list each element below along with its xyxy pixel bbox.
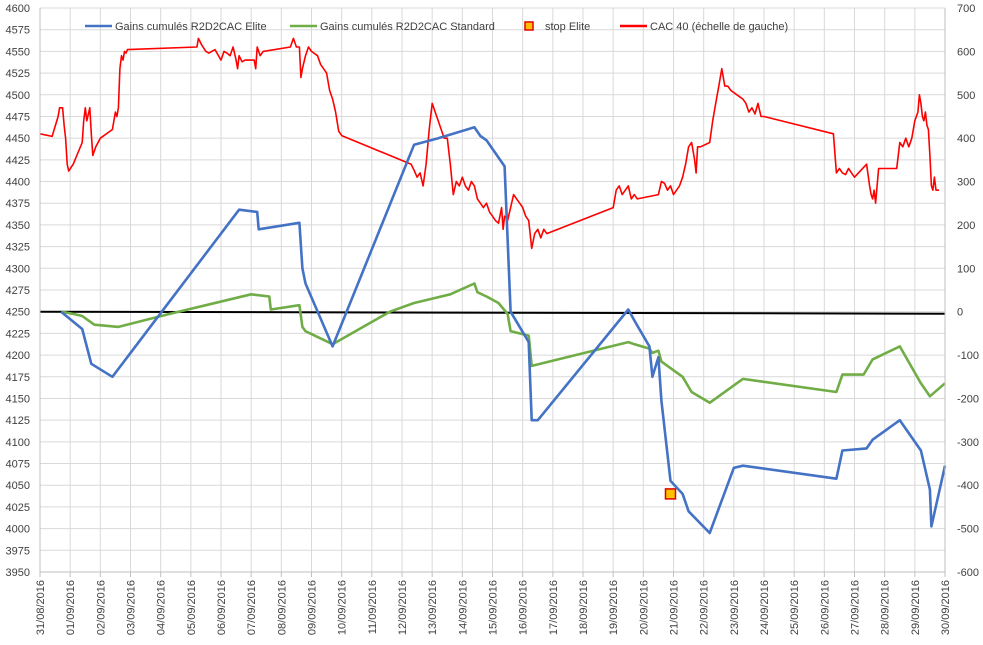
y-left-tick-label: 4000 [6, 524, 30, 536]
y-right-tick-label: -100 [957, 350, 979, 362]
x-tick-label: 29/09/2016 [910, 580, 922, 635]
y-left-tick-label: 4325 [6, 242, 30, 254]
y-right-tick-label: 600 [957, 46, 975, 58]
y-left-tick-label: 4200 [6, 350, 30, 362]
x-tick-label: 08/09/2016 [276, 580, 288, 635]
x-tick-label: 11/09/2016 [367, 580, 379, 634]
x-tick-label: 28/09/2016 [880, 580, 892, 635]
y-left-tick-label: 4375 [6, 198, 30, 210]
y-left-tick-label: 4500 [6, 90, 30, 102]
y-left-tick-label: 4025 [6, 502, 30, 514]
y-left-tick-label: 3975 [6, 545, 30, 557]
y-right-tick-label: -500 [957, 524, 979, 536]
x-tick-label: 25/09/2016 [789, 580, 801, 635]
y-right-tick-label: -400 [957, 480, 979, 492]
series-layer [39, 37, 947, 535]
x-tick-label: 21/09/2016 [669, 580, 681, 635]
legend: Gains cumulés R2D2CAC Elite Gains cumulés… [85, 21, 788, 33]
x-tick-label: 14/09/2016 [457, 580, 469, 635]
x-tick-label: 13/09/2016 [427, 580, 439, 635]
x-tick-label: 26/09/2016 [819, 580, 831, 635]
grid [39, 7, 946, 573]
y-right-tick-label: 300 [957, 177, 975, 189]
series-line-gains-cumul-s-r2d2cac-elite [60, 126, 947, 535]
x-tick-label: 15/09/2016 [488, 580, 500, 635]
x-tick-label: 06/09/2016 [216, 580, 228, 635]
x-tick-label: 22/09/2016 [699, 580, 711, 635]
x-tick-label: 12/09/2016 [397, 580, 409, 635]
y-left-tick-label: 4275 [6, 285, 30, 297]
y-left-tick-label: 4350 [6, 220, 30, 232]
y-right-tick-label: -300 [957, 437, 979, 449]
x-tick-label: 10/09/2016 [337, 580, 349, 635]
x-tick-label: 05/09/2016 [186, 580, 198, 635]
y-left-tick-label: 4575 [6, 25, 30, 37]
legend-label: Gains cumulés R2D2CAC Standard [320, 21, 495, 33]
series-line-gains-cumul-s-r2d2cac-standard [60, 282, 946, 405]
y-left-tick-label: 4525 [6, 68, 30, 80]
stop-elite-marker [664, 488, 677, 500]
y-left-tick-label: 4300 [6, 263, 30, 275]
x-tick-label: 16/09/2016 [518, 580, 530, 635]
axes: 3950397540004025405040754100412541504175… [6, 3, 980, 635]
y-right-tick-label: 500 [957, 90, 975, 102]
series-line-cac-40-chelle-de-gauche [39, 37, 939, 250]
y-right-tick-label: 0 [957, 307, 963, 319]
y-right-tick-label: 700 [957, 3, 975, 15]
y-left-tick-label: 4425 [6, 155, 30, 167]
y-right-tick-label: 400 [957, 133, 975, 145]
y-right-tick-label: -200 [957, 393, 979, 405]
y-right-tick-label: -600 [957, 567, 979, 579]
y-left-tick-label: 3950 [6, 567, 30, 579]
x-tick-label: 04/09/2016 [156, 580, 168, 635]
x-tick-label: 01/09/2016 [65, 580, 77, 635]
x-tick-label: 24/09/2016 [759, 580, 771, 635]
y-left-tick-label: 4550 [6, 46, 30, 58]
x-tick-label: 07/09/2016 [246, 580, 258, 635]
legend-label: CAC 40 (échelle de gauche) [650, 21, 788, 33]
x-tick-label: 19/09/2016 [608, 580, 620, 635]
y-left-tick-label: 4250 [6, 307, 30, 319]
legend-swatch [524, 21, 534, 31]
x-tick-label: 03/09/2016 [126, 580, 138, 635]
y-left-tick-label: 4175 [6, 372, 30, 384]
y-left-tick-label: 4150 [6, 393, 30, 405]
y-left-tick-label: 4075 [6, 459, 30, 471]
x-tick-label: 20/09/2016 [638, 580, 650, 635]
y-left-tick-label: 4450 [6, 133, 30, 145]
legend-label: Gains cumulés R2D2CAC Elite [115, 21, 267, 33]
x-tick-label: 23/09/2016 [729, 580, 741, 635]
y-right-tick-label: 100 [957, 263, 975, 275]
x-tick-label: 17/09/2016 [548, 580, 560, 635]
y-left-tick-label: 4225 [6, 328, 30, 340]
x-tick-label: 18/09/2016 [578, 580, 590, 635]
x-tick-label: 31/08/2016 [35, 580, 47, 635]
y-left-tick-label: 4600 [6, 3, 30, 15]
x-tick-label: 27/09/2016 [850, 580, 862, 635]
y-left-tick-label: 4400 [6, 177, 30, 189]
x-tick-label: 30/09/2016 [940, 580, 952, 635]
legend-label: stop Elite [545, 21, 590, 33]
x-tick-label: 09/09/2016 [307, 580, 319, 635]
y-right-tick-label: 200 [957, 220, 975, 232]
x-tick-label: 02/09/2016 [95, 580, 107, 635]
y-left-tick-label: 4125 [6, 415, 30, 427]
y-left-tick-label: 4050 [6, 480, 30, 492]
y-left-tick-label: 4475 [6, 111, 30, 123]
zero-reference-line [39, 310, 946, 315]
y-left-tick-label: 4100 [6, 437, 30, 449]
